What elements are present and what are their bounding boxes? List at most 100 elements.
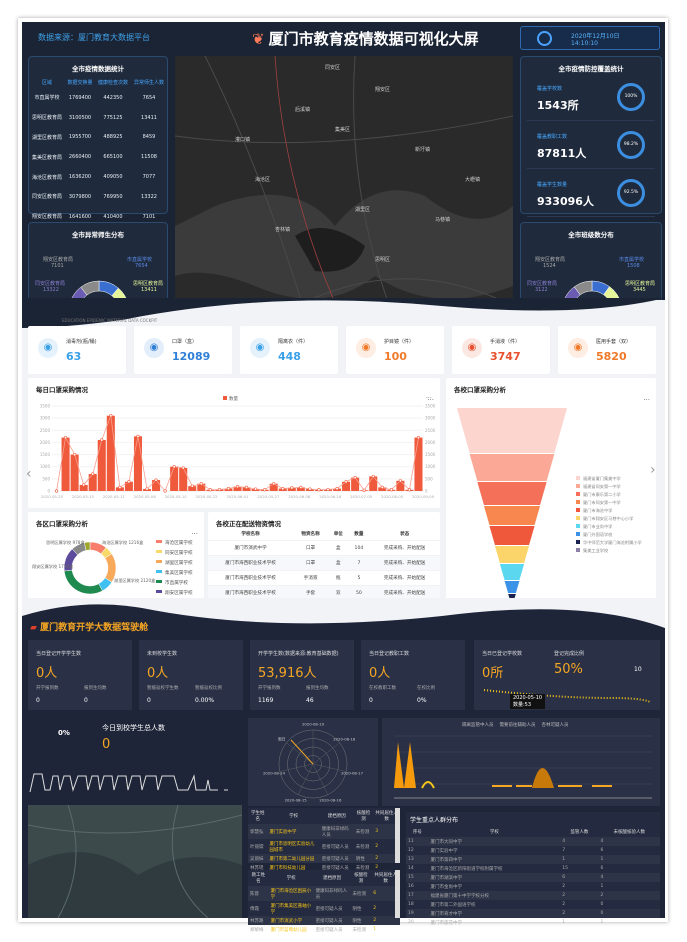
table-row[interactable]: 翔安区教育局 1641600 410400 7101 (29, 207, 167, 227)
table-row[interactable]: 厦门市海西职业技术学校 手消液瓶 5 完成采购、开始配送 (208, 570, 440, 586)
funnel-segment[interactable] (457, 408, 567, 453)
bar[interactable] (342, 481, 351, 491)
funnel-segment[interactable] (483, 506, 541, 525)
table-row[interactable]: 12 厦门实验中学 7 6 (406, 846, 660, 855)
data-point[interactable] (272, 482, 276, 486)
funnel-segment[interactable] (494, 546, 530, 563)
bar[interactable] (269, 483, 278, 491)
data-point[interactable] (109, 414, 113, 418)
data-point[interactable] (299, 485, 303, 489)
data-point[interactable] (416, 435, 421, 440)
data-point[interactable] (100, 438, 104, 442)
data-point[interactable] (362, 488, 366, 492)
data-point[interactable] (317, 488, 321, 492)
bar[interactable] (351, 477, 360, 491)
bar[interactable] (179, 467, 188, 491)
data-point[interactable] (290, 486, 294, 490)
table-row[interactable]: 叶丽嫦 厦门市思明区实验幼儿园城市 密接可疑人员 未检测 2 (248, 839, 400, 854)
data-point[interactable] (235, 485, 240, 489)
bar[interactable] (115, 487, 124, 491)
data-point[interactable] (326, 487, 330, 492)
data-point[interactable] (190, 484, 194, 488)
table-row[interactable]: 同安区教育局 3079800 769950 13322 (29, 187, 167, 207)
data-point[interactable] (371, 474, 375, 479)
bar[interactable] (61, 437, 70, 491)
bar[interactable] (378, 487, 387, 491)
data-point[interactable] (308, 487, 312, 491)
donut-slice[interactable] (63, 569, 103, 595)
data-point[interactable] (281, 486, 285, 491)
funnel-segment[interactable] (489, 526, 535, 545)
table-row[interactable]: 15 厦门市湖滨中学 6 4 (406, 873, 660, 882)
table-row[interactable]: 郑黎梅 厦门市蓝莓幼儿园 密接可疑人员 未检测 1 (248, 925, 400, 934)
bar[interactable] (88, 474, 97, 491)
bar[interactable] (97, 440, 106, 491)
more-menu-button[interactable]: ··· (191, 530, 198, 538)
data-point[interactable] (208, 488, 212, 492)
data-point[interactable] (127, 480, 131, 484)
table-row[interactable]: 海沧区教育局 1636200 409050 7077 (29, 167, 167, 187)
data-point[interactable] (63, 435, 68, 440)
data-point[interactable] (54, 489, 59, 493)
table-row[interactable]: 厦门市海西职业技术学校 手套双 50 完成采购、开始配送 (208, 585, 440, 601)
table-row[interactable]: 市直属学校 1769400 442350 7654 (29, 88, 167, 108)
funnel-segment[interactable] (499, 564, 525, 580)
table-row[interactable]: 11 厦门市大同中学 4 4 (406, 837, 660, 846)
data-point[interactable] (226, 486, 231, 491)
funnel-segment[interactable] (504, 581, 520, 593)
data-point[interactable] (335, 486, 339, 491)
table-row[interactable]: 14 厦门市海沧区新阳街道学校附属学校 15 6 (406, 864, 660, 873)
bar[interactable] (296, 487, 305, 491)
table-row[interactable]: 17 福建省厦门第十中学学校分校 2 2 (406, 891, 660, 900)
data-point[interactable] (344, 480, 348, 484)
bar[interactable] (170, 466, 179, 491)
data-point[interactable] (253, 487, 258, 491)
data-point[interactable] (91, 472, 95, 476)
table-row[interactable]: 厦门市演武中学 口罩盒 104 完成采购、开始配送 (208, 540, 440, 556)
scrollbar[interactable] (395, 870, 400, 918)
table-row[interactable]: 林苏瑶 厦门市科技幼儿园 密接可疑人员 未检测 2 (248, 863, 400, 872)
table-row[interactable]: 厦门市海西职业技术学校 口罩盒 7 完成采购、开始配送 (208, 555, 440, 571)
bar[interactable] (188, 486, 197, 491)
bar[interactable] (106, 415, 115, 491)
data-point[interactable] (145, 487, 149, 491)
data-point[interactable] (244, 485, 249, 489)
prev-arrow-button[interactable]: ‹ (26, 466, 32, 482)
bar[interactable] (152, 480, 161, 491)
donut-slice[interactable] (84, 541, 91, 551)
table-row[interactable]: 20 厦门市莲花中学 1 1 (406, 918, 660, 927)
data-point[interactable] (199, 482, 203, 486)
table-row[interactable]: 19 厦门市育才中学 2 0 (406, 909, 660, 918)
funnel-segment[interactable] (477, 482, 547, 505)
data-point[interactable] (136, 434, 140, 438)
more-menu-button[interactable]: ··· (426, 395, 432, 402)
table-row[interactable]: 陈蓉 厦门市海沧区困辰小学 健康码非绿码人员 未检测 6 (248, 886, 400, 901)
data-point[interactable] (163, 489, 167, 493)
data-point[interactable] (353, 476, 357, 480)
data-point[interactable] (154, 478, 158, 482)
data-point[interactable] (82, 483, 86, 487)
data-point[interactable] (263, 488, 267, 492)
table-row[interactable]: 林苏路 厦门市演武小学 密接可疑人员 阴性 2 (248, 916, 400, 925)
more-menu-button[interactable]: ··· (427, 396, 434, 404)
data-point[interactable] (380, 485, 384, 489)
bar[interactable] (79, 484, 88, 491)
bar[interactable] (414, 437, 423, 491)
table-row[interactable]: 16 厦门市金尚中学 2 1 (406, 882, 660, 891)
map-view[interactable]: 同安区 翔安区 集美区 海沧区 湖里区 思明区 灌口镇 后溪镇 新圩镇 马巷镇 杏林镇 大嶝镇 (175, 56, 513, 346)
data-point[interactable] (407, 488, 412, 492)
bar[interactable] (124, 481, 133, 491)
table-row[interactable]: 集美区教育局 2660400 665100 11508 (29, 147, 167, 167)
table-row[interactable]: 傅霞 厦门市集美区嘉岫小学 密接可疑人员 阴性 2 (248, 901, 400, 916)
more-menu-button[interactable]: ··· (643, 396, 650, 404)
data-point[interactable] (181, 466, 185, 470)
bar[interactable] (396, 480, 405, 491)
bar[interactable] (70, 454, 79, 491)
funnel-segment[interactable] (469, 454, 555, 481)
donut-slice[interactable] (573, 280, 593, 296)
next-arrow-button[interactable]: › (650, 462, 656, 478)
data-point[interactable] (217, 487, 222, 492)
donut-slice[interactable] (80, 280, 100, 296)
table-row[interactable]: 吴丽妹 厦门市第二幼儿园分园 密接可疑人员 阴性 2 (248, 854, 400, 863)
bar[interactable] (233, 486, 242, 491)
